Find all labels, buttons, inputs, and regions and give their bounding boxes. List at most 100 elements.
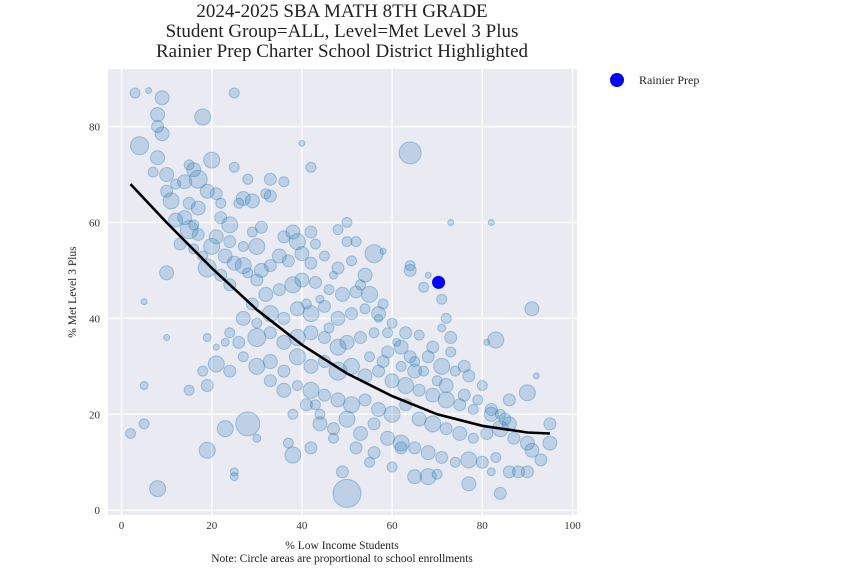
y-tick-label: 40 [89, 313, 101, 325]
school-point [440, 312, 452, 324]
school-point [248, 237, 266, 255]
school-point [364, 351, 376, 363]
school-point [220, 337, 230, 347]
school-point [364, 456, 376, 468]
school-point [216, 420, 234, 438]
school-point [349, 441, 363, 455]
school-point [449, 456, 461, 468]
school-point [449, 365, 461, 377]
school-point [288, 348, 306, 366]
school-point [217, 248, 233, 264]
school-point [364, 244, 384, 264]
school-point [437, 391, 455, 409]
school-point [190, 200, 206, 216]
school-point [425, 387, 441, 403]
school-point [208, 229, 224, 245]
y-tick-label: 60 [89, 217, 101, 229]
school-point [426, 340, 440, 354]
school-point [433, 357, 451, 375]
school-point [237, 240, 249, 252]
school-point [361, 285, 379, 303]
school-point [140, 298, 148, 306]
grid-lines [108, 69, 577, 515]
x-tick-label: 100 [564, 520, 581, 532]
school-point [183, 384, 195, 396]
school-point [315, 294, 325, 304]
school-point [242, 173, 254, 185]
school-point [317, 388, 331, 402]
school-point [170, 178, 182, 190]
school-point [125, 427, 137, 439]
school-point [335, 286, 350, 302]
school-point [476, 380, 488, 392]
school-point [346, 255, 358, 267]
school-point [258, 286, 274, 302]
school-point [147, 166, 159, 178]
school-point [439, 422, 453, 436]
school-point [288, 329, 306, 347]
school-point [460, 451, 478, 469]
school-point [502, 465, 516, 479]
school-point [524, 442, 540, 458]
school-point [289, 301, 305, 317]
school-point [263, 189, 277, 203]
school-point [519, 435, 535, 451]
school-point [377, 298, 389, 310]
school-point [407, 363, 423, 379]
school-point [191, 227, 205, 241]
school-point [447, 218, 455, 226]
school-point [403, 350, 417, 364]
y-tick-label: 0 [95, 505, 101, 517]
school-point [328, 361, 348, 381]
school-point [182, 196, 196, 210]
school-point [424, 271, 432, 279]
chart-title-line-3: Rainier Prep Charter School District Hig… [156, 41, 529, 62]
school-point [328, 270, 338, 280]
school-point [413, 329, 425, 341]
school-point [285, 224, 301, 240]
school-point [511, 465, 525, 479]
school-point [438, 378, 454, 394]
school-point [294, 272, 310, 288]
school-point [461, 476, 477, 492]
school-point [221, 216, 239, 234]
school-point [277, 311, 291, 325]
school-point [350, 236, 362, 248]
school-point [138, 418, 150, 430]
x-tick-label: 20 [206, 520, 218, 532]
x-tick-labels: 0 20 40 60 80 100 [119, 520, 581, 532]
school-point [480, 426, 494, 440]
school-point [341, 236, 353, 248]
school-point [154, 126, 170, 142]
school-point [394, 441, 408, 455]
school-point [467, 432, 479, 444]
school-point [381, 345, 395, 359]
school-point [150, 107, 166, 123]
school-point [254, 220, 268, 234]
school-point [263, 259, 277, 273]
school-point [223, 364, 237, 378]
school-point [304, 256, 318, 270]
school-point [431, 468, 443, 480]
school-point [302, 381, 320, 399]
school-point [229, 472, 239, 482]
school-point [145, 87, 153, 95]
school-point [151, 120, 165, 134]
school-point [419, 468, 437, 486]
school-point [251, 317, 263, 329]
y-tick-label: 80 [89, 122, 101, 134]
school-point [163, 334, 171, 342]
school-point [317, 331, 331, 345]
school-point [524, 301, 540, 317]
school-point [349, 285, 363, 299]
school-point [332, 224, 344, 236]
school-point [149, 480, 167, 498]
school-point [404, 260, 416, 272]
school-point [339, 334, 355, 350]
school-point [183, 159, 195, 171]
school-point [472, 394, 484, 406]
school-point [309, 238, 321, 250]
school-point [367, 446, 381, 460]
school-point [200, 379, 214, 393]
